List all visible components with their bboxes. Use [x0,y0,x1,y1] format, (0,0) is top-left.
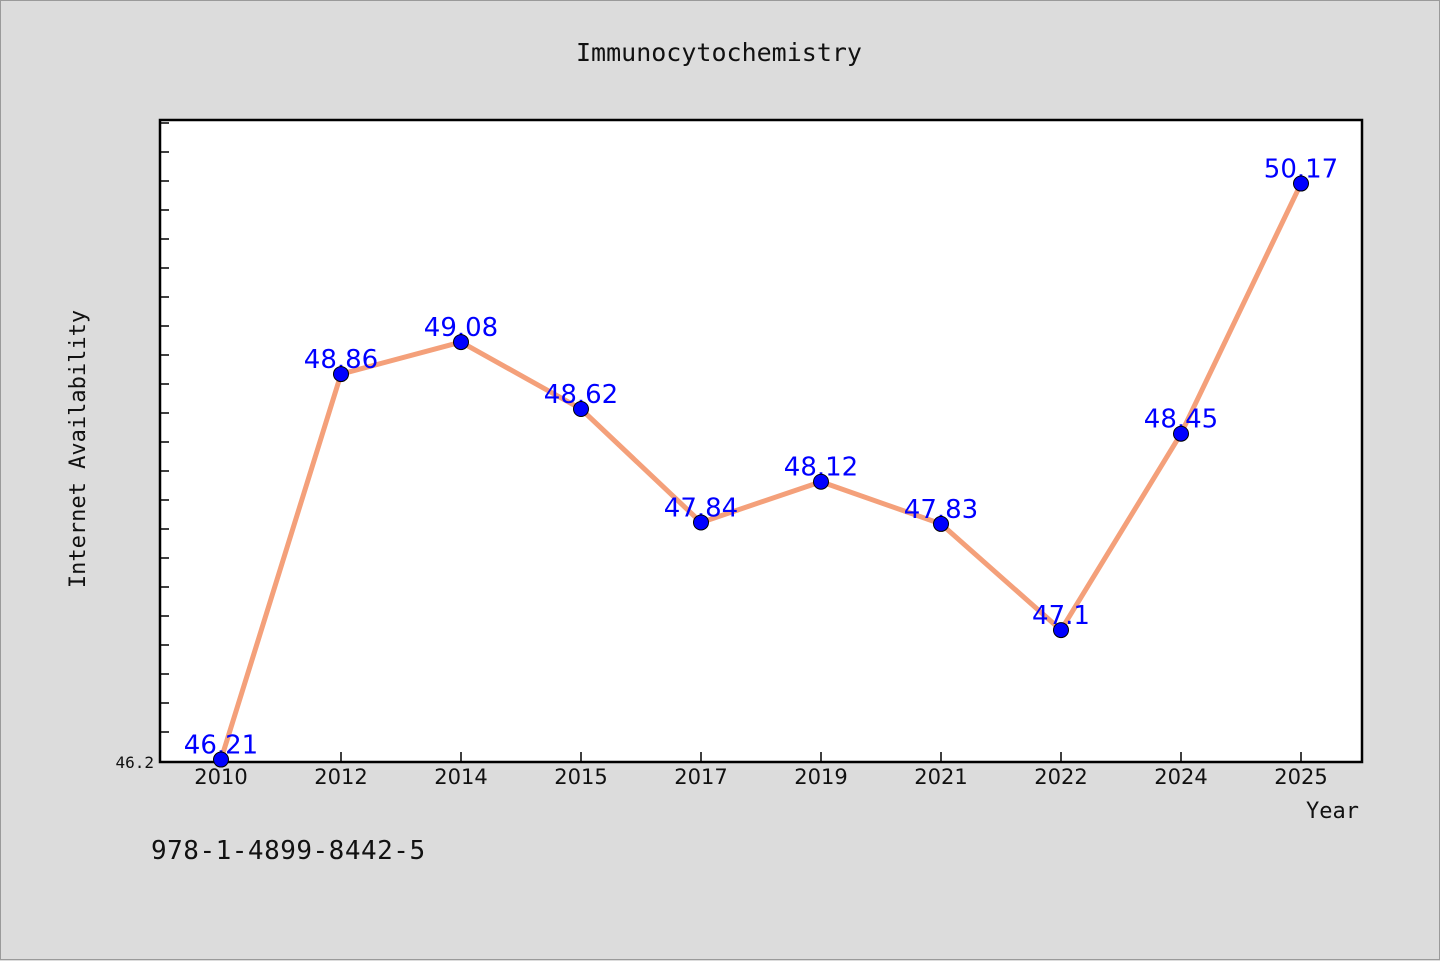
x-axis-label: Year [1306,799,1359,824]
series-layer: 46.2148.8649.0848.6247.8448.1247.8347.14… [184,155,1338,768]
data-point [333,366,349,383]
x-tick-label: 2019 [794,765,847,789]
x-tick-label: 2015 [554,765,607,789]
x-tick-labels: 2010 2012 2014 2015 2017 2019 2021 2022 2024 2025 [194,765,1327,789]
data-point [1053,622,1069,639]
isbn-footer: 978-1-4899-8442-5 [151,836,426,866]
data-point [1173,425,1189,442]
x-tick-label: 2025 [1274,765,1327,789]
chart-title: Immunocytochemistry [576,38,862,67]
x-tick-label: 2021 [914,765,967,789]
y-axis-ticks [161,122,169,733]
data-point [573,401,589,417]
data-point [933,515,949,532]
x-tick-label: 2012 [314,765,367,789]
data-point [1293,175,1309,192]
x-tick-label: 2014 [434,765,487,789]
x-tick-label: 2017 [674,765,727,789]
data-point [213,751,229,768]
x-tick-label: 2010 [194,765,247,789]
y-axis-label: Internet Availability [66,310,91,588]
x-tick-label: 2022 [1034,765,1087,789]
data-point [813,473,829,490]
data-point [453,334,469,351]
series-line [218,181,1304,763]
y-tick-label: 46.2 [115,753,154,772]
x-tick-label: 2024 [1154,765,1207,789]
plot-area [158,118,1364,764]
data-point [693,514,709,531]
